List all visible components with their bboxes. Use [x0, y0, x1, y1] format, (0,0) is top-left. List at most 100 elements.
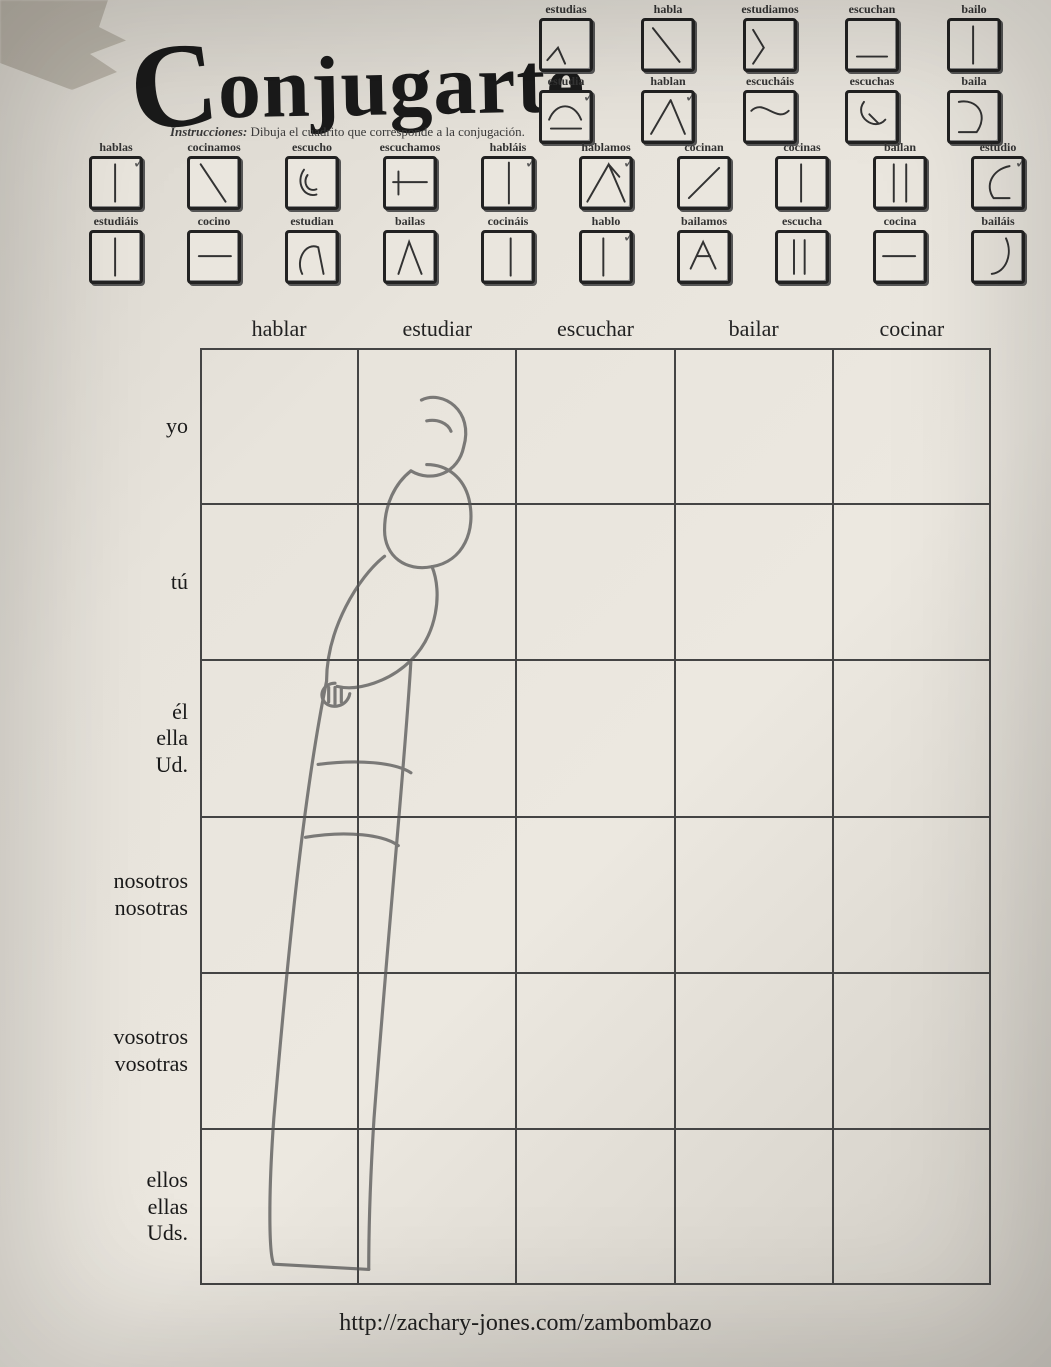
tile-estudia: estudia ✓: [520, 74, 612, 144]
tile-box: [873, 230, 927, 284]
tile-box: ✓: [641, 90, 695, 144]
grid-cell: [516, 504, 674, 660]
column-header-escuchar: escuchar: [516, 316, 674, 348]
grid-cell: [675, 504, 833, 660]
grid-cell: [358, 1129, 516, 1285]
instructions: Instrucciones: Dibuja el cuadrito que co…: [170, 124, 525, 140]
tile-box: [845, 18, 899, 72]
tile-box: ✓: [971, 156, 1025, 210]
tile-habla: habla: [622, 2, 714, 72]
tile-squiggle: [778, 159, 826, 207]
tile-box: [947, 18, 1001, 72]
grid-cell: [675, 660, 833, 816]
tile-label: escuchamos: [380, 140, 441, 154]
tile-escucho: escucho: [266, 140, 358, 210]
tile-box: ✓: [539, 90, 593, 144]
grid-cell: [675, 817, 833, 973]
tile-hablan: hablan✓: [622, 74, 714, 144]
grid-cell: [358, 504, 516, 660]
tile-squiggle: [386, 233, 434, 281]
tile-habláis: habláis ✓: [462, 140, 554, 210]
tile-squiggle: [778, 233, 826, 281]
tile-label: cocina: [884, 214, 917, 228]
tile-squiggle: [848, 93, 896, 141]
tile-bailo: bailo: [928, 2, 1020, 72]
tile-cocinas: cocinas: [756, 140, 848, 210]
tile-label: estudian: [290, 214, 333, 228]
tile-estudian: estudian: [266, 214, 358, 284]
grid-cell: [200, 817, 358, 973]
tile-cocino: cocino: [168, 214, 260, 284]
tile-bailáis: bailáis: [952, 214, 1044, 284]
tile-escuchamos: escuchamos: [364, 140, 456, 210]
column-header-bailar: bailar: [675, 316, 833, 348]
column-headers: hablarestudiarescucharbailarcocinar: [60, 316, 991, 348]
tile-label: cocináis: [488, 214, 529, 228]
tile-bank-upper: estudiashablaestudiamosescuchanbailoestu…: [520, 2, 1031, 144]
row-label: yo: [60, 348, 200, 504]
tile-label: bailamos: [681, 214, 727, 228]
row-label: ellosellasUds.: [60, 1129, 200, 1285]
tile-label: hablan: [650, 74, 685, 88]
grid-cell: [833, 1129, 991, 1285]
tile-box: [677, 156, 731, 210]
tile-label: hablamos: [581, 140, 630, 154]
tile-box: [187, 230, 241, 284]
grid-cell: [200, 660, 358, 816]
tile-squiggle: [974, 233, 1022, 281]
tile-box: [775, 230, 829, 284]
grid-cell: [675, 1129, 833, 1285]
grid-cell: [358, 660, 516, 816]
grid-cell: [516, 817, 674, 973]
tile-squiggle: [542, 21, 590, 69]
grid-cell: [675, 973, 833, 1129]
tile-hablo: hablo✓: [560, 214, 652, 284]
checkmark-icon: ✓: [525, 156, 535, 173]
tile-escucha: escucha: [756, 214, 848, 284]
tile-box: [285, 156, 339, 210]
tile-box: [971, 230, 1025, 284]
checkmark-icon: ✓: [1015, 156, 1025, 173]
instructions-text: Dibuja el cuadrito que corresponde a la …: [247, 124, 525, 139]
tile-label: estudia: [548, 74, 585, 88]
row-label-line: yo: [166, 413, 188, 439]
tile-box: [383, 230, 437, 284]
tile-estudio: estudio✓: [952, 140, 1044, 210]
tile-squiggle: [190, 159, 238, 207]
grid-cell: [833, 504, 991, 660]
grid-cell: [516, 1129, 674, 1285]
tile-box: [187, 156, 241, 210]
tile-squiggle: [484, 233, 532, 281]
checkmark-icon: ✓: [583, 90, 593, 107]
tile-box: [845, 90, 899, 144]
tile-label: hablo: [592, 214, 621, 228]
tile-box: ✓: [579, 156, 633, 210]
grid-cell: [200, 504, 358, 660]
tile-squiggle: [386, 159, 434, 207]
tile-bank-low: estudiáiscocinoestudianbailascocináishab…: [70, 214, 1031, 284]
grid-cell: [833, 348, 991, 504]
tile-cocinan: cocinan: [658, 140, 750, 210]
tile-escucháis: escucháis: [724, 74, 816, 144]
tile-box: [677, 230, 731, 284]
grid-cell: [358, 973, 516, 1129]
tile-baila: baila: [928, 74, 1020, 144]
checkmark-icon: ✓: [685, 90, 695, 107]
tile-squiggle: [680, 233, 728, 281]
tile-box: [743, 90, 797, 144]
tile-label: bailáis: [981, 214, 1014, 228]
column-header-hablar: hablar: [200, 316, 358, 348]
row-label-line: él: [172, 699, 188, 725]
row-label: nosotrosnosotras: [60, 817, 200, 973]
row-label-line: vosotras: [115, 1051, 188, 1077]
tile-label: cocinas: [783, 140, 820, 154]
tile-escuchan: escuchan: [826, 2, 918, 72]
tile-cocináis: cocináis: [462, 214, 554, 284]
tile-label: habláis: [490, 140, 527, 154]
tile-label: bailan: [884, 140, 916, 154]
tile-label: hablas: [99, 140, 132, 154]
row-label-line: ella: [156, 725, 188, 751]
tile-label: bailas: [395, 214, 425, 228]
tile-bailas: bailas: [364, 214, 456, 284]
grid-cell: [833, 973, 991, 1129]
